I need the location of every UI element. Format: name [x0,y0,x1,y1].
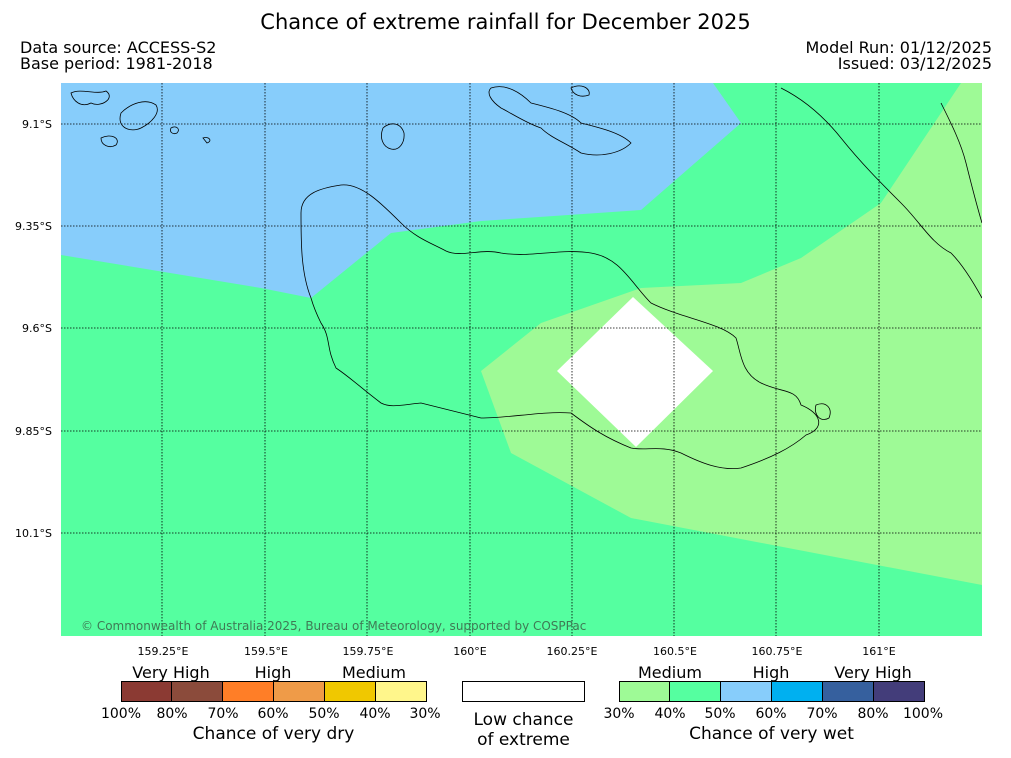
map-title: Chance of extreme rainfall for December … [260,10,751,34]
wet-swatch-60-70 [772,681,823,702]
dry-colorbar [121,681,427,702]
wet-tick-40: 40% [654,706,686,722]
island-nw-5-outline [202,137,211,144]
island-small-outline [381,123,405,150]
low-chance-swatch [462,681,585,702]
island-north-small-outline [570,85,590,97]
lon-label-160-5: 160.5°E [653,645,697,658]
wet-colorbar [619,681,925,702]
coastlines [70,85,982,470]
wet-tick-50: 50% [704,706,736,722]
wet-tick-30: 30% [603,706,635,722]
data-source: Data source: ACCESS-S2 [20,38,217,57]
dry-swatch-80-70 [172,681,223,702]
map-canvas [61,83,982,636]
dry-tick-60: 60% [257,706,289,722]
island-east-2-outline [940,102,982,224]
wet-caption: Chance of very wet [689,724,854,744]
lon-label-160-25: 160.25°E [546,645,598,658]
lat-label-10-1: 10.1°S [15,527,52,540]
dry-tick-70: 70% [207,706,239,722]
lon-label-161: 161°E [862,645,896,658]
dry-swatch-70-60 [223,681,274,702]
lon-label-159-5: 159.5°E [244,645,288,658]
wet-tick-100: 100% [902,706,944,722]
lon-label-159-25: 159.25°E [137,645,189,658]
lat-label-9-6: 9.6°S [22,322,52,335]
dry-tick-80: 80% [156,706,188,722]
wet-cat-high: High [752,663,790,682]
low-chance-caption-2: of extreme [477,730,570,750]
rainfall-map[interactable]: © Commonwealth of Australia 2025, Bureau… [61,83,982,636]
wet-cat-medium: Medium [638,663,702,682]
issued-date: Issued: 03/12/2025 [837,54,992,73]
region-low-chance [557,297,713,447]
island-east-outline [780,87,982,299]
model-run: Model Run: 01/12/2025 [805,38,993,57]
wet-tick-80: 80% [857,706,889,722]
island-nw-4-outline [170,126,179,135]
low-chance-caption-1: Low chance [473,710,574,730]
dry-swatch-50-40 [325,681,376,702]
island-nw-2-outline [119,101,158,131]
wet-swatch-40-50 [670,681,721,702]
wet-swatch-30-40 [619,681,670,702]
lat-label-9-35: 9.35°S [15,220,52,233]
lon-label-160-75: 160.75°E [751,645,803,658]
island-nw-3-outline [100,135,118,147]
wet-cat-very-high: Very High [834,663,912,682]
base-period: Base period: 1981-2018 [20,54,213,73]
dry-swatch-60-50 [274,681,325,702]
islet-se-outline [814,403,831,420]
dry-swatch-100-80 [121,681,172,702]
lat-label-9-1: 9.1°S [22,118,52,131]
dry-cat-high: High [254,663,292,682]
region-50-60-percent [61,83,741,298]
island-nw-1-outline [70,90,110,106]
dry-tick-100: 100% [100,706,142,722]
region-30-40-percent-ne [881,83,982,223]
island-main-outline [300,184,819,470]
lon-label-160: 160°E [453,645,487,658]
island-north-central-outline [488,86,632,156]
wet-swatch-70-80 [823,681,874,702]
dry-cat-very-high: Very High [132,663,210,682]
dry-tick-40: 40% [359,706,391,722]
wet-tick-70: 70% [806,706,838,722]
wet-swatch-50-60 [721,681,772,702]
graticule [61,83,982,636]
wet-swatch-80-100 [874,681,925,702]
wet-tick-60: 60% [755,706,787,722]
lat-label-9-85: 9.85°S [15,425,52,438]
dry-cat-medium: Medium [342,663,406,682]
dry-swatch-40-30 [376,681,427,702]
dry-tick-30: 30% [409,706,441,722]
lon-label-159-75: 159.75°E [342,645,394,658]
copyright-notice: © Commonwealth of Australia 2025, Bureau… [81,619,587,633]
dry-caption: Chance of very dry [192,724,355,744]
dry-tick-50: 50% [308,706,340,722]
